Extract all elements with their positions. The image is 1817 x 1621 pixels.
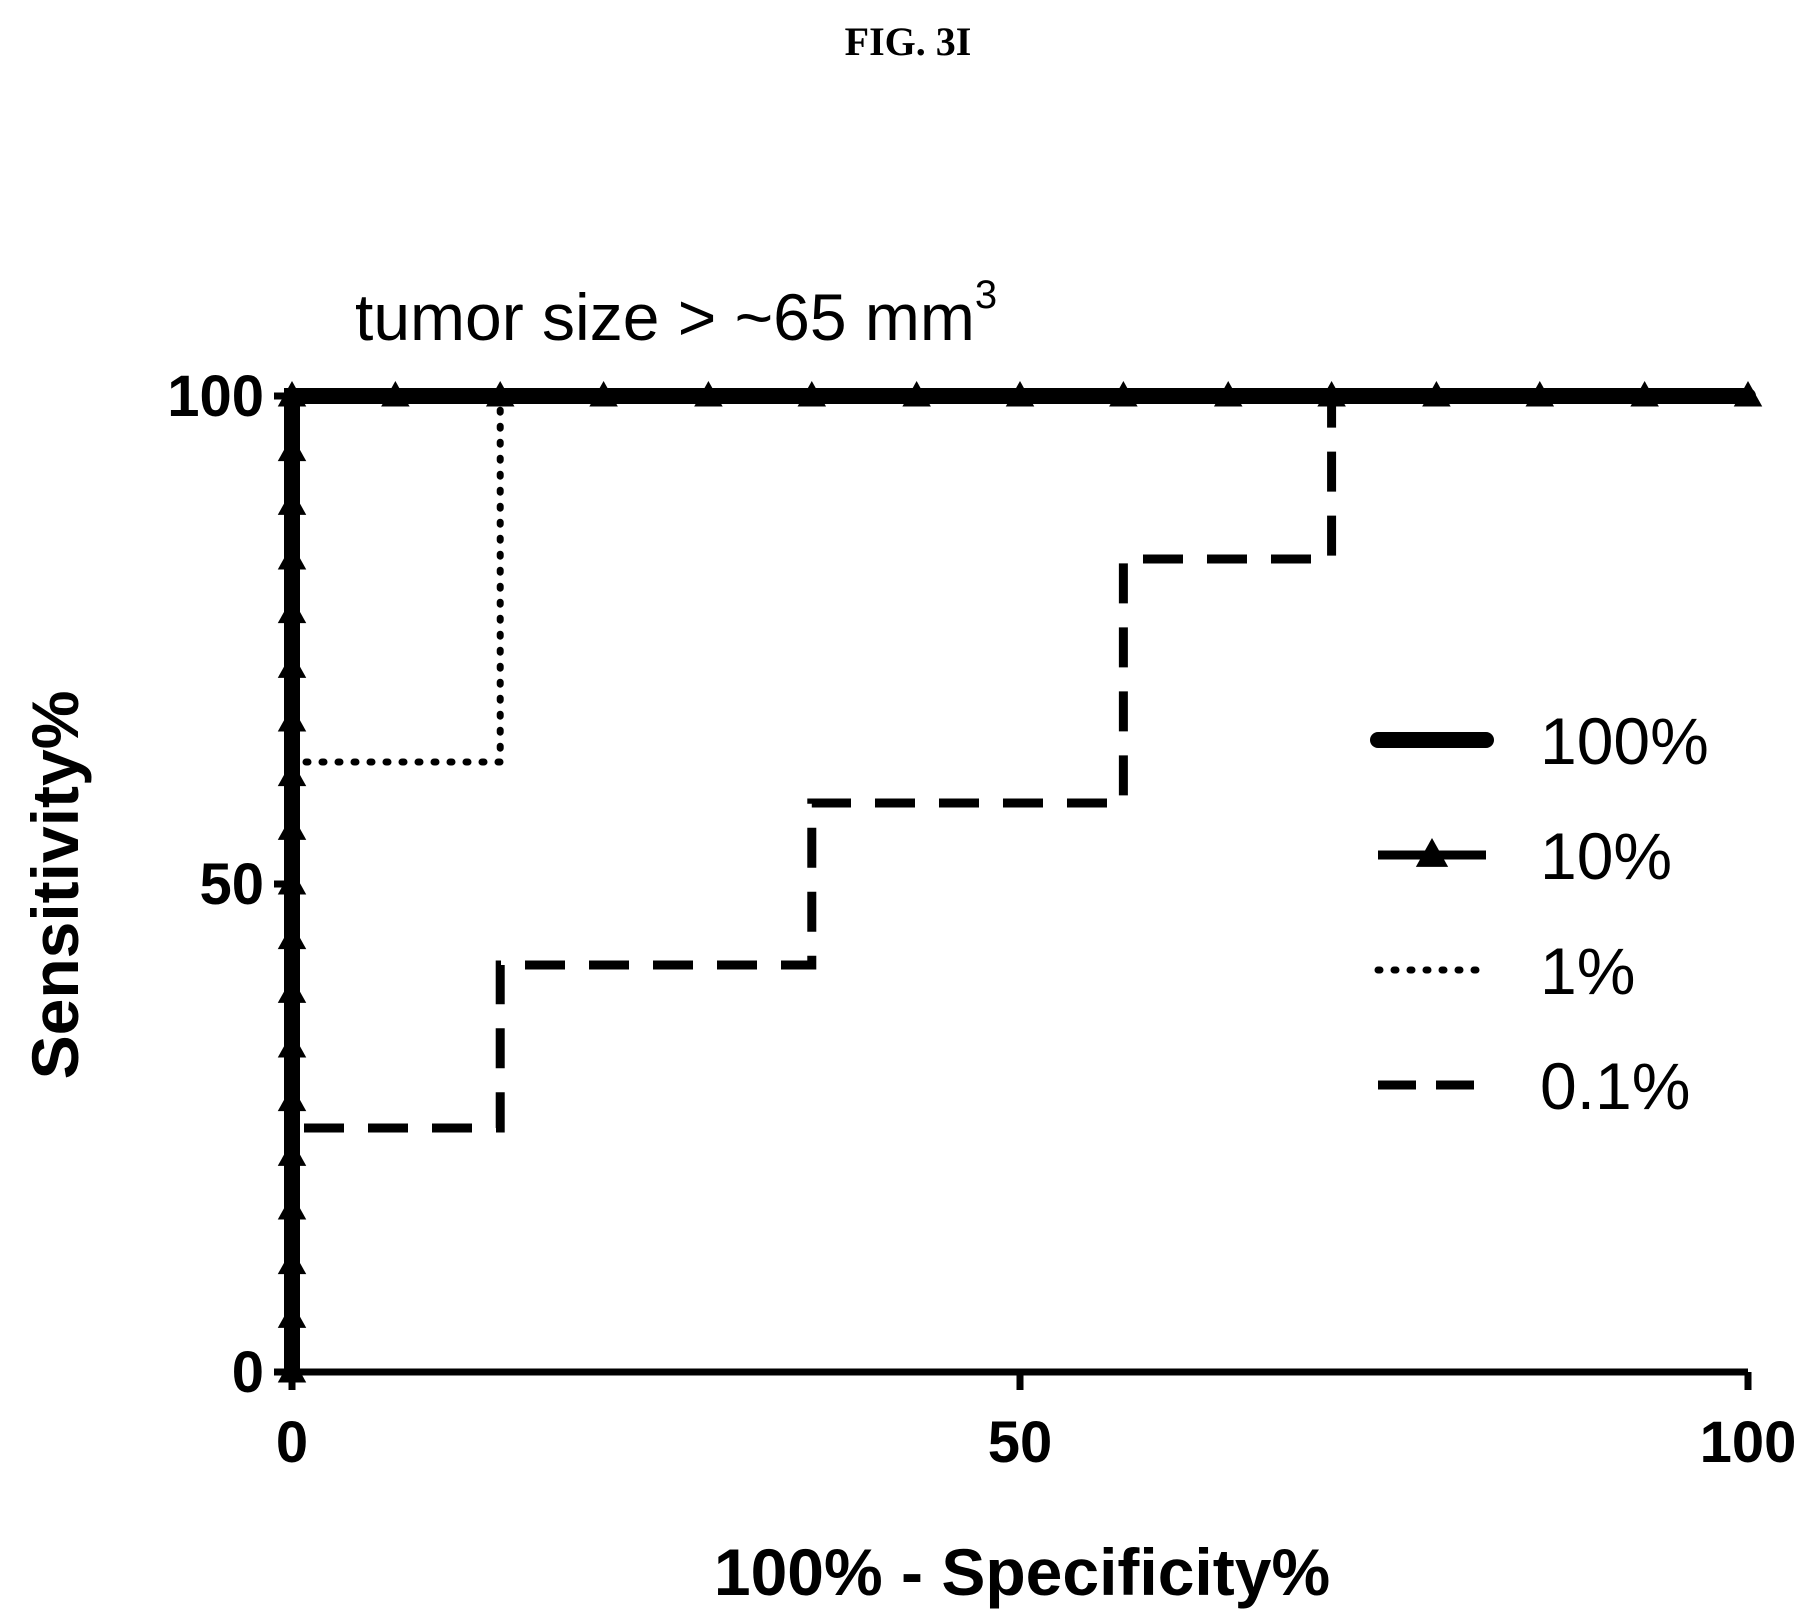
x-tick-label: 0 bbox=[276, 1410, 308, 1475]
data-point-marker bbox=[277, 977, 307, 1003]
data-point-marker bbox=[1005, 381, 1035, 407]
data-point-marker bbox=[277, 1085, 307, 1112]
data-point-marker bbox=[1317, 381, 1346, 407]
data-point-marker bbox=[277, 489, 307, 515]
data-point-marker bbox=[1525, 381, 1555, 407]
legend-label: 100% bbox=[1540, 704, 1709, 778]
data-point-marker bbox=[277, 923, 307, 950]
series-1-pct bbox=[288, 392, 1752, 1376]
series-line bbox=[287, 391, 1748, 1372]
data-point-marker bbox=[589, 381, 618, 407]
series-100-pct bbox=[284, 388, 1756, 1380]
series-line bbox=[288, 392, 1752, 1376]
legend-label: 10% bbox=[1540, 819, 1672, 893]
series-01-pct bbox=[287, 391, 1748, 1372]
data-point-marker bbox=[277, 597, 307, 624]
data-point-marker bbox=[277, 760, 307, 787]
y-tick-label: 100 bbox=[167, 364, 264, 429]
series-line bbox=[284, 388, 1756, 1380]
data-point-marker bbox=[1630, 381, 1659, 407]
data-point-marker bbox=[1422, 381, 1451, 407]
plot-area: 0 50 100 0 50 100 bbox=[167, 364, 1796, 1475]
data-point-marker bbox=[277, 1248, 307, 1275]
data-point-marker bbox=[277, 652, 307, 678]
data-point-marker bbox=[1109, 381, 1138, 407]
data-point-marker bbox=[277, 1140, 307, 1166]
data-point-marker bbox=[797, 381, 827, 407]
data-point-marker bbox=[1213, 381, 1243, 407]
data-point-marker bbox=[277, 1357, 307, 1383]
data-point-marker bbox=[277, 814, 307, 840]
series-line bbox=[287, 391, 1748, 1372]
data-point-marker bbox=[277, 1302, 307, 1328]
data-point-marker bbox=[694, 381, 723, 407]
data-point-marker bbox=[277, 1031, 307, 1058]
legend-marker bbox=[1415, 838, 1449, 867]
data-point-marker bbox=[277, 435, 307, 462]
legend: 100% 10% 1% 0.1% bbox=[1370, 704, 1709, 1123]
x-tick-label: 50 bbox=[988, 1410, 1053, 1475]
data-point-marker bbox=[277, 706, 307, 732]
chart-subtitle-superscript: 3 bbox=[975, 273, 997, 317]
data-point-marker bbox=[277, 869, 307, 895]
data-point-marker bbox=[277, 1194, 307, 1220]
figure-label: FIG. 3I bbox=[845, 19, 972, 64]
data-point-marker bbox=[902, 381, 931, 407]
data-point-marker bbox=[485, 381, 515, 407]
y-tick-label: 0 bbox=[232, 1340, 264, 1405]
chart-subtitle-text: tumor size > ~65 mm bbox=[355, 280, 975, 354]
legend-label: 0.1% bbox=[1540, 1049, 1690, 1123]
data-point-marker bbox=[277, 543, 307, 570]
data-point-marker bbox=[381, 381, 410, 407]
legend-label: 1% bbox=[1540, 934, 1635, 1008]
data-point-marker bbox=[1733, 381, 1763, 407]
chart-subtitle: tumor size > ~65 mm3 bbox=[355, 273, 997, 354]
x-tick-label: 100 bbox=[1700, 1410, 1797, 1475]
series-10-pct bbox=[277, 381, 1763, 1383]
y-axis-label: Sensitivity% bbox=[18, 691, 92, 1080]
data-point-marker bbox=[277, 381, 307, 407]
x-axis-label: 100% - Specificity% bbox=[714, 1535, 1330, 1609]
y-tick-label: 50 bbox=[199, 852, 264, 917]
